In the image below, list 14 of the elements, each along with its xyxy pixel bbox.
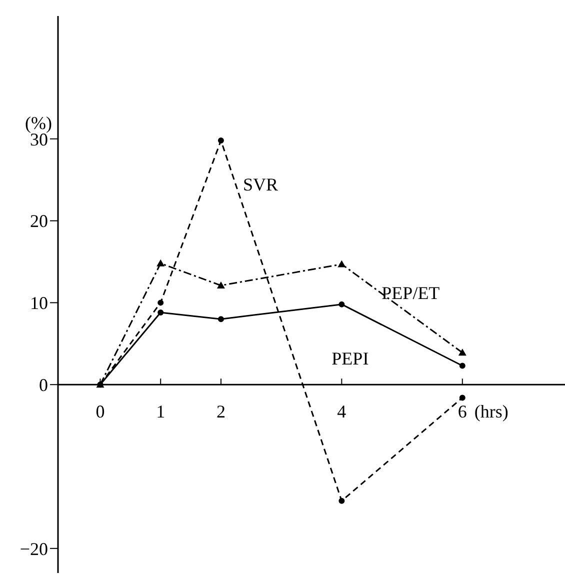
y-tick-label: −20 xyxy=(20,538,48,559)
x-tick-label: 6 xyxy=(458,402,467,422)
series-label: PEP/ET xyxy=(382,283,440,304)
y-tick-label: 0 xyxy=(39,374,48,395)
x-tick-label: 1 xyxy=(156,402,166,422)
series-label: SVR xyxy=(242,174,278,195)
y-axis-title: (%) xyxy=(25,112,52,133)
series-label: PEPI xyxy=(332,348,369,368)
y-tick-label: 20 xyxy=(30,211,48,232)
x-tick-label: 0 xyxy=(96,402,105,422)
x-axis-title: (hrs) xyxy=(474,402,508,422)
y-tick-label: 10 xyxy=(30,293,48,314)
x-tick-label: 4 xyxy=(337,402,346,422)
x-tick-label: 2 xyxy=(216,402,226,422)
